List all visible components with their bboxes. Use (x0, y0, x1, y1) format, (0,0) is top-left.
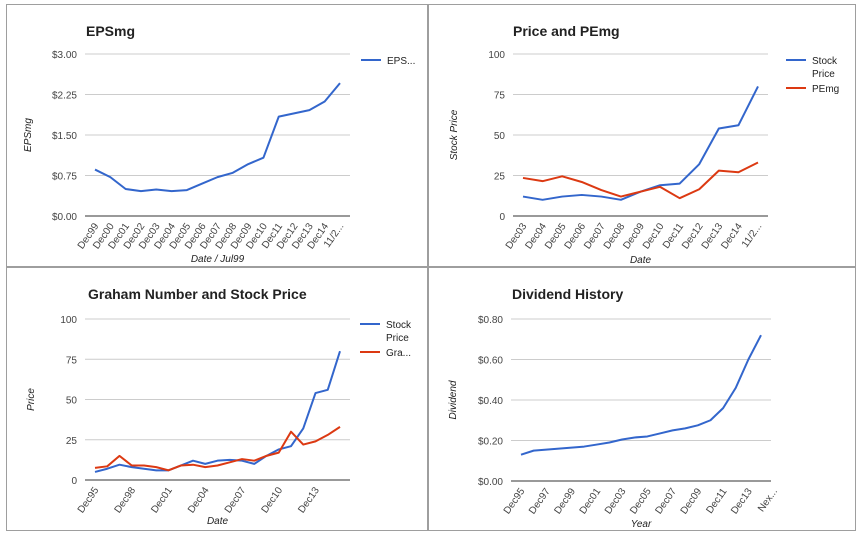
chart-title: Price and PEmg (513, 23, 620, 39)
y-tick-label: 75 (66, 355, 78, 366)
x-tick-label: Dec11 (704, 486, 729, 516)
x-axis-label: Date (630, 255, 652, 266)
y-tick-label: 100 (60, 315, 77, 326)
x-axis-label: Date (207, 516, 229, 527)
chart-title: EPSmg (86, 23, 135, 39)
x-tick-label: Dec95 (76, 485, 102, 515)
y-tick-label: 0 (499, 212, 505, 223)
y-axis-label: Price (26, 388, 37, 411)
chart-svg-3: Dividend History $0.00 $0.20 $0.40 $0.60 $0.8… (448, 286, 780, 530)
chart-title: Graham Number and Stock Price (88, 286, 307, 302)
chart-svg-2: Graham Number and Stock Price 0 25 50 75 100 D… (26, 286, 412, 527)
chart-title: Dividend History (512, 286, 623, 302)
chart-panel-epsmg: EPSmg $0.00 $0.75 $1.50 $2.25 $3.00 Dec99 Dec00… (6, 4, 428, 267)
y-tick-label: $2.25 (52, 91, 77, 102)
x-tick-label: Dec98 (113, 485, 139, 515)
series-line-2 (94, 426, 341, 472)
series-line-1 (94, 350, 341, 473)
x-tick-label: Dec09 (679, 486, 705, 516)
x-tick-label: Dec04 (186, 485, 212, 515)
series-line-1 (520, 334, 762, 456)
x-axis-label: Date / Jul99 (191, 254, 245, 265)
series-line-1 (522, 85, 759, 201)
chart-svg-1: Price and PEmg0255075100Dec03Dec04Dec05D… (449, 23, 839, 266)
chart-panel-price-pemg: Price and PEmg 0 25 50 75 100 Dec03 Dec04 Dec05 D… (428, 4, 856, 267)
y-tick-label: $0.00 (478, 477, 503, 488)
x-tick-label: 11/2... (740, 221, 765, 249)
y-tick-label: 100 (488, 50, 505, 61)
x-tick-label: Dec97 (527, 486, 553, 516)
x-tick-label: Dec01 (578, 486, 604, 516)
legend-label: Gra... (386, 348, 411, 359)
y-tick-label: $0.60 (478, 356, 503, 367)
legend-label-line: Price (812, 69, 835, 80)
y-tick-label: $1.50 (52, 131, 77, 142)
y-axis-label: Stock Price (449, 109, 460, 160)
y-tick-label: $0.20 (478, 437, 503, 448)
x-tick-label: Dec13 (729, 486, 755, 516)
y-tick-label: 25 (494, 172, 506, 183)
legend-label-line: Price (386, 333, 409, 344)
y-axis-label: Dividend (448, 380, 459, 419)
y-tick-label: $0.40 (478, 396, 503, 407)
legend-label: PEmg (812, 84, 839, 95)
series-line-2 (522, 161, 759, 200)
x-tick-label: Dec03 (603, 486, 629, 516)
legend-label: Stock Price (386, 320, 412, 344)
y-tick-label: 50 (66, 396, 78, 407)
chart-panel-graham-number: Graham Number and Stock Price 0 25 50 75 100 D… (6, 267, 428, 531)
chart-panel-dividend-history: Dividend History $0.00 $0.20 $0.40 $0.60 $0.8… (428, 267, 856, 531)
legend-label: Stock Price (812, 56, 838, 80)
y-tick-label: $3.00 (52, 50, 77, 61)
x-axis-label: Year (631, 519, 652, 530)
chart-svg-0: EPSmg$0.00$0.75$1.50$2.25$3.00Dec99Dec00… (23, 23, 415, 265)
x-tick-label: Dec99 (552, 486, 578, 516)
x-tick-label: Dec14 (719, 221, 745, 251)
x-tick-label: Dec13 (296, 485, 322, 515)
y-tick-label: 25 (66, 436, 78, 447)
x-tick-label: Dec05 (628, 486, 654, 516)
x-tick-label: Dec07 (223, 485, 249, 515)
x-tick-label: Dec10 (260, 485, 286, 515)
y-tick-label: 0 (71, 476, 77, 487)
legend-label: EPS... (387, 56, 415, 67)
y-tick-label: 50 (494, 131, 506, 142)
y-tick-label: $0.00 (52, 212, 77, 223)
y-tick-label: 75 (494, 91, 506, 102)
x-tick-label: Nex... (756, 486, 780, 514)
x-tick-label: Dec07 (653, 486, 679, 516)
x-tick-label: Dec01 (149, 485, 175, 515)
legend-label-line: Stock (386, 320, 412, 331)
series-line-1 (94, 82, 341, 193)
y-axis-label: EPSmg (23, 118, 34, 152)
y-tick-label: $0.75 (52, 172, 77, 183)
x-tick-label: Dec95 (502, 486, 528, 516)
y-tick-label: $0.80 (478, 315, 503, 326)
legend-label-line: Stock (812, 56, 838, 67)
